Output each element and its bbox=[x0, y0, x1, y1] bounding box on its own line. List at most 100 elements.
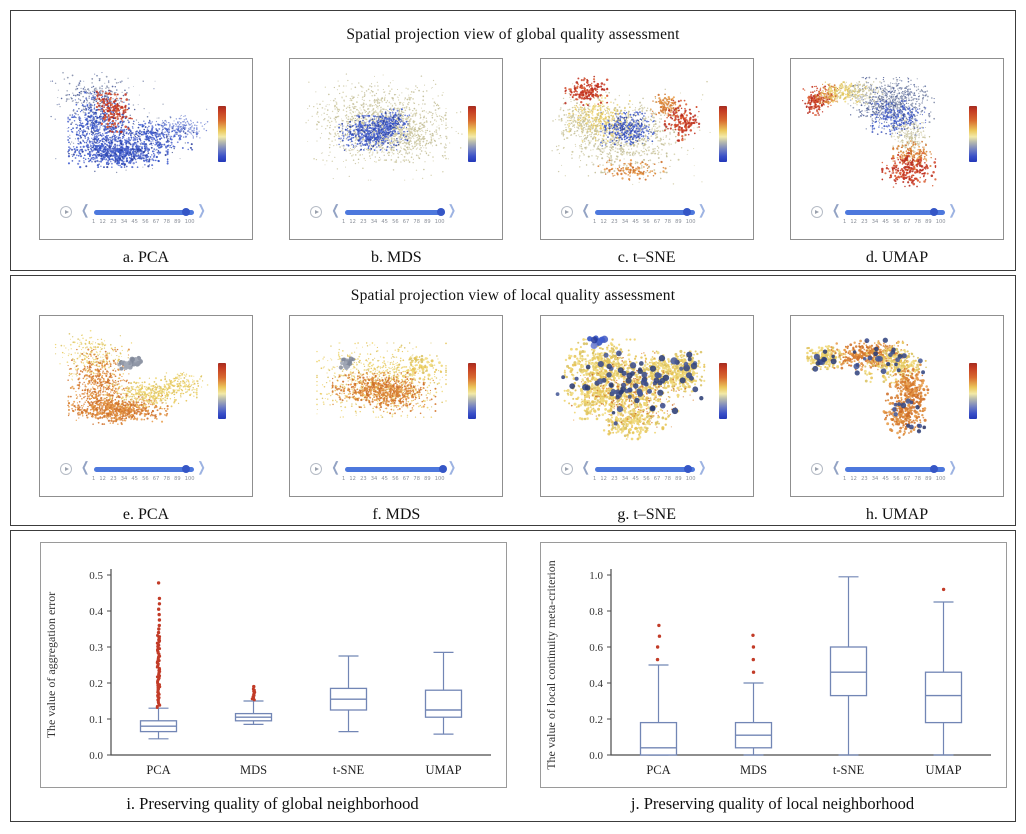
chevron-left-icon[interactable]: ❮ bbox=[81, 460, 90, 476]
slider-thumb[interactable] bbox=[930, 208, 939, 216]
section-title: Spatial projection view of global qualit… bbox=[346, 26, 680, 43]
chevron-left-icon[interactable]: ❮ bbox=[581, 460, 591, 476]
svg-text:0.2: 0.2 bbox=[89, 678, 103, 690]
boxplot-local-neighborhood: 0.0 0.2 0.4 0.6 0.8 1.0 The value of local con… bbox=[540, 542, 1007, 788]
panel-wrap-e: ❮ ❯ 1 12 23 34 45 56 67 78 89 100 e. PCA bbox=[39, 315, 253, 524]
projection-panel-pca-local: ❮ ❯ 1 12 23 34 45 56 67 78 89 100 bbox=[39, 315, 253, 497]
panel-row-local: ❮ ❯ 1 12 23 34 45 56 67 78 89 100 e. PCA ❮ bbox=[11, 315, 1015, 524]
svg-text:0.0: 0.0 bbox=[589, 750, 603, 762]
panel-caption: a. PCA bbox=[122, 249, 170, 266]
svg-text:PCA: PCA bbox=[146, 763, 170, 777]
chevron-left-icon[interactable]: ❮ bbox=[831, 203, 841, 219]
timeline-control: ❮ ❯ bbox=[791, 204, 1003, 220]
colorbar-legend bbox=[218, 106, 226, 162]
timeline-control: ❮ ❯ bbox=[541, 461, 753, 477]
chevron-right-icon[interactable]: ❯ bbox=[948, 203, 957, 219]
slider-thumb[interactable] bbox=[438, 465, 447, 473]
slider-tick-labels: 1 12 23 34 45 56 67 78 89 100 bbox=[92, 219, 195, 225]
panel-caption: h. UMAP bbox=[865, 506, 929, 523]
slider-thumb[interactable] bbox=[436, 208, 445, 216]
slider-tick-labels: 1 12 23 34 45 56 67 78 89 100 bbox=[342, 476, 445, 482]
chevron-left-icon[interactable]: ❮ bbox=[331, 203, 340, 219]
projection-panel-mds-local: ❮ ❯ 1 12 23 34 45 56 67 78 89 100 bbox=[289, 315, 504, 497]
slider-tick-labels: 1 12 23 34 45 56 67 78 89 100 bbox=[342, 219, 445, 225]
scatter-plot bbox=[790, 316, 1003, 462]
colorbar-legend bbox=[968, 106, 977, 162]
colorbar-legend bbox=[968, 363, 977, 419]
projection-panel-mds-global: ❮ ❯ 1 12 23 34 45 56 67 78 89 100 bbox=[289, 58, 504, 240]
play-button[interactable] bbox=[810, 206, 823, 218]
chart-caption: i. Preserving quality of global neighbor… bbox=[126, 794, 419, 813]
scatter-plot bbox=[290, 316, 503, 462]
chevron-right-icon[interactable]: ❯ bbox=[447, 460, 457, 476]
play-icon bbox=[314, 210, 319, 214]
svg-text:0.3: 0.3 bbox=[89, 642, 103, 654]
panel-wrap-h: ❮ ❯ 1 12 23 34 45 56 67 78 89 100 h. UMAP bbox=[789, 315, 1004, 524]
chevron-left-icon[interactable]: ❮ bbox=[831, 460, 841, 476]
slider-tick-labels: 1 12 23 34 45 56 67 78 89 100 bbox=[592, 219, 696, 225]
svg-text:0.2: 0.2 bbox=[589, 714, 603, 726]
panel-caption: b. MDS bbox=[370, 249, 422, 266]
play-icon bbox=[815, 467, 820, 471]
svg-text:UMAP: UMAP bbox=[425, 763, 461, 777]
play-button[interactable] bbox=[310, 463, 323, 475]
chevron-right-icon[interactable]: ❯ bbox=[948, 460, 957, 476]
timeline-slider[interactable] bbox=[595, 208, 696, 216]
chevron-right-icon[interactable]: ❯ bbox=[197, 460, 206, 476]
svg-text:0.0: 0.0 bbox=[89, 750, 103, 762]
section-boxplots: 0.0 0.1 0.2 0.3 0.4 0.5 The value of aggregati… bbox=[10, 530, 1016, 822]
timeline-slider[interactable] bbox=[344, 465, 447, 473]
slider-thumb[interactable] bbox=[930, 465, 939, 473]
scatter-plot bbox=[540, 59, 753, 205]
chevron-right-icon[interactable]: ❯ bbox=[698, 460, 707, 476]
panel-caption: g. t–SNE bbox=[617, 506, 676, 523]
timeline-slider[interactable] bbox=[344, 208, 445, 216]
slider-thumb[interactable] bbox=[684, 465, 693, 473]
scatter-plot bbox=[790, 59, 1003, 205]
panel-caption: f. MDS bbox=[372, 506, 421, 523]
svg-text:The value of local continuity: The value of local continuity meta-crite… bbox=[544, 560, 558, 770]
chevron-right-icon[interactable]: ❯ bbox=[197, 203, 206, 219]
projection-panel-pca-global: ❮ ❯ 1 12 23 34 45 56 67 78 89 100 bbox=[39, 58, 253, 240]
play-button[interactable] bbox=[60, 206, 72, 218]
svg-text:0.5: 0.5 bbox=[89, 570, 103, 582]
figure-root: Spatial projection view of global qualit… bbox=[10, 10, 1016, 822]
chevron-right-icon[interactable]: ❯ bbox=[698, 203, 707, 219]
panel-wrap-b: ❮ ❯ 1 12 23 34 45 56 67 78 89 100 b. MDS bbox=[289, 58, 504, 267]
slider-thumb[interactable] bbox=[182, 208, 191, 216]
play-button[interactable] bbox=[560, 463, 573, 475]
section-title: Spatial projection view of local quality… bbox=[350, 287, 676, 304]
chevron-left-icon[interactable]: ❮ bbox=[81, 203, 90, 219]
svg-text:0.4: 0.4 bbox=[589, 678, 603, 690]
section-global-quality: Spatial projection view of global qualit… bbox=[10, 10, 1016, 271]
play-button[interactable] bbox=[810, 463, 823, 475]
panel-wrap-g: ❮ ❯ 1 12 23 34 45 56 67 78 89 100 g. t–SNE bbox=[539, 315, 754, 524]
slider-thumb[interactable] bbox=[182, 465, 191, 473]
chevron-right-icon[interactable]: ❯ bbox=[447, 203, 457, 219]
play-button[interactable] bbox=[310, 206, 323, 218]
colorbar-legend bbox=[218, 363, 226, 419]
timeline-slider[interactable] bbox=[94, 465, 195, 473]
timeline-slider[interactable] bbox=[595, 465, 696, 473]
boxplot-global-neighborhood: 0.0 0.1 0.2 0.3 0.4 0.5 The value of aggregati… bbox=[40, 542, 507, 788]
slider-tick-labels: 1 12 23 34 45 56 67 78 89 100 bbox=[92, 476, 195, 482]
chevron-left-icon[interactable]: ❮ bbox=[331, 460, 340, 476]
timeline-control: ❮ ❯ bbox=[40, 204, 252, 220]
timeline-slider[interactable] bbox=[845, 208, 946, 216]
scatter-plot bbox=[290, 59, 503, 205]
chevron-left-icon[interactable]: ❮ bbox=[581, 203, 591, 219]
scatter-plot bbox=[540, 316, 753, 462]
timeline-slider[interactable] bbox=[94, 208, 195, 216]
play-button[interactable] bbox=[60, 463, 72, 475]
panel-caption: c. t–SNE bbox=[617, 249, 676, 266]
projection-panel-umap-global: ❮ ❯ 1 12 23 34 45 56 67 78 89 100 bbox=[789, 58, 1004, 240]
timeline-slider[interactable] bbox=[845, 465, 946, 473]
play-icon bbox=[815, 210, 820, 214]
slider-tick-labels: 1 12 23 34 45 56 67 78 89 100 bbox=[842, 219, 946, 225]
play-button[interactable] bbox=[560, 206, 573, 218]
colorbar-legend bbox=[718, 363, 727, 419]
timeline-control: ❮ ❯ bbox=[791, 461, 1003, 477]
slider-thumb[interactable] bbox=[683, 208, 692, 216]
scatter-plot bbox=[40, 59, 252, 205]
svg-text:MDS: MDS bbox=[240, 763, 267, 777]
